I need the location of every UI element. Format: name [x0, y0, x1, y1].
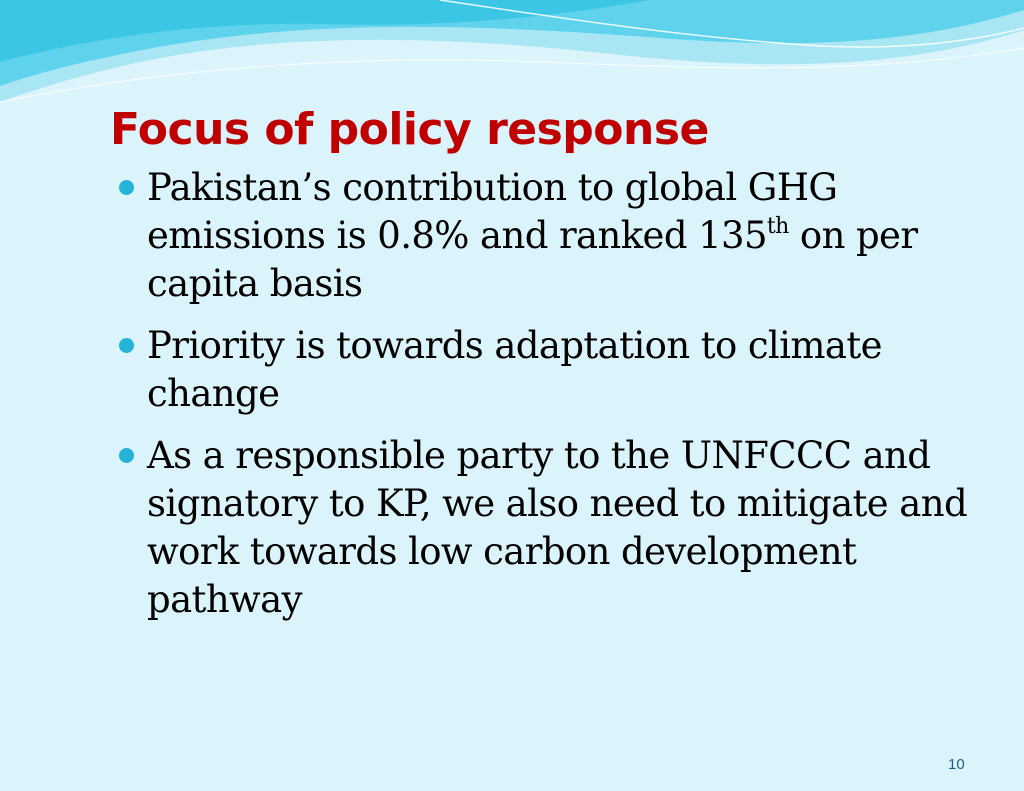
bullet-item-3: As a responsible party to the UNFCCC and…	[118, 432, 1008, 624]
ordinal-superscript: th	[766, 213, 789, 239]
bullet-item-2: Priority is towards adaptation to climat…	[118, 322, 1008, 418]
decorative-wave-header	[0, 0, 1024, 103]
bullet-text-1: Pakistan’s contribution to global GHG em…	[147, 166, 838, 257]
bullet-text-3: As a responsible party to the UNFCCC and…	[147, 434, 968, 621]
slide-number: 10	[948, 756, 965, 773]
bullet-text-1-end: on per capita basis	[147, 214, 918, 305]
bullet-item-1: Pakistan’s contribution to global GHG em…	[118, 164, 1008, 308]
bullet-list: Pakistan’s contribution to global GHG em…	[118, 164, 1008, 638]
bullet-text-2: Priority is towards adaptation to climat…	[147, 324, 883, 415]
slide-title: Focus of policy response	[110, 104, 709, 155]
bullet-icon	[119, 338, 134, 353]
bullet-icon	[119, 180, 134, 195]
bullet-icon	[119, 448, 134, 463]
